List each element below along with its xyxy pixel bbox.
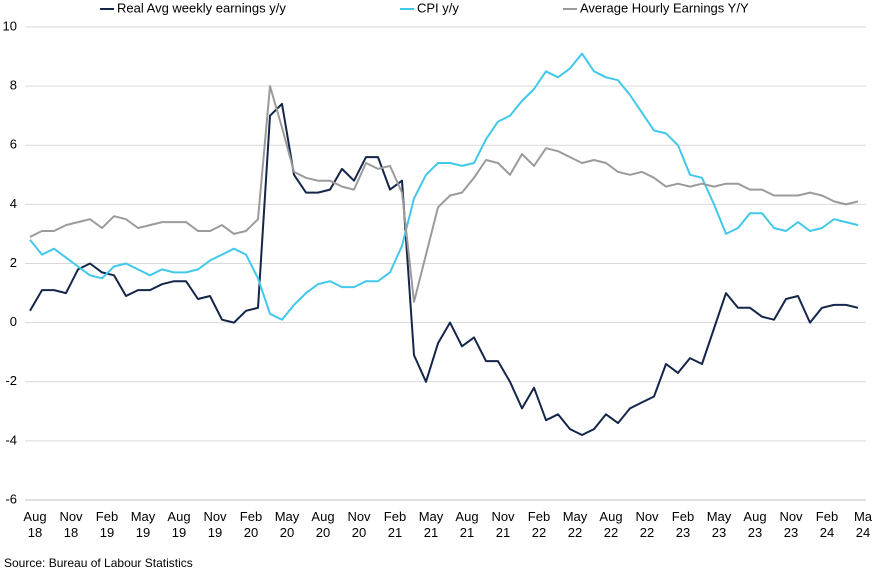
x-tick-label: Feb 19 (95, 509, 119, 540)
x-tick-label: Nov 18 (59, 509, 83, 540)
x-tick-label: Aug 21 (455, 509, 479, 540)
x-tick-label: Nov 20 (347, 509, 371, 540)
x-tick-label: Aug 23 (743, 509, 767, 540)
source-note: Source: Bureau of Labour Statistics (4, 556, 193, 570)
x-tick-label: May 23 (706, 509, 732, 540)
y-tick-label: 2 (10, 255, 17, 270)
legend-label: Real Avg weekly earnings y/y (117, 0, 286, 15)
legend-label: Average Hourly Earnings Y/Y (580, 0, 749, 15)
x-tick-label: May 20 (274, 509, 300, 540)
x-tick-label: Feb 20 (239, 509, 263, 540)
x-tick-label: Aug 18 (23, 509, 47, 540)
x-tick-label: Nov 22 (635, 509, 659, 540)
y-tick-label: -2 (5, 373, 17, 388)
x-tick-label: Feb 24 (815, 509, 839, 540)
x-tick-label: May 19 (130, 509, 156, 540)
y-tick-label: 6 (10, 137, 17, 152)
x-tick-label: Aug 19 (167, 509, 191, 540)
x-tick-label: Aug 22 (599, 509, 623, 540)
x-tick-label: Ma 24 (853, 509, 873, 540)
x-tick-label: Feb 21 (383, 509, 407, 540)
y-tick-label: -6 (5, 491, 17, 506)
legend-label: CPI y/y (417, 0, 459, 15)
x-tick-label: Nov 23 (779, 509, 803, 540)
x-tick-label: Aug 20 (311, 509, 335, 540)
series-line (29, 102, 859, 436)
x-tick-label: May 21 (418, 509, 444, 540)
x-tick-label: Nov 19 (203, 509, 227, 540)
series-line (29, 85, 859, 303)
x-tick-label: Nov 21 (491, 509, 515, 540)
x-tick-label: Feb 22 (527, 509, 551, 540)
series-line (29, 52, 859, 321)
x-tick-label: May 22 (562, 509, 588, 540)
y-tick-label: 0 (10, 314, 17, 329)
x-tick-label: Feb 23 (671, 509, 695, 540)
y-tick-label: -4 (5, 432, 17, 447)
y-tick-label: 8 (10, 78, 17, 93)
y-tick-label: 4 (10, 196, 17, 211)
y-tick-label: 10 (3, 18, 17, 33)
